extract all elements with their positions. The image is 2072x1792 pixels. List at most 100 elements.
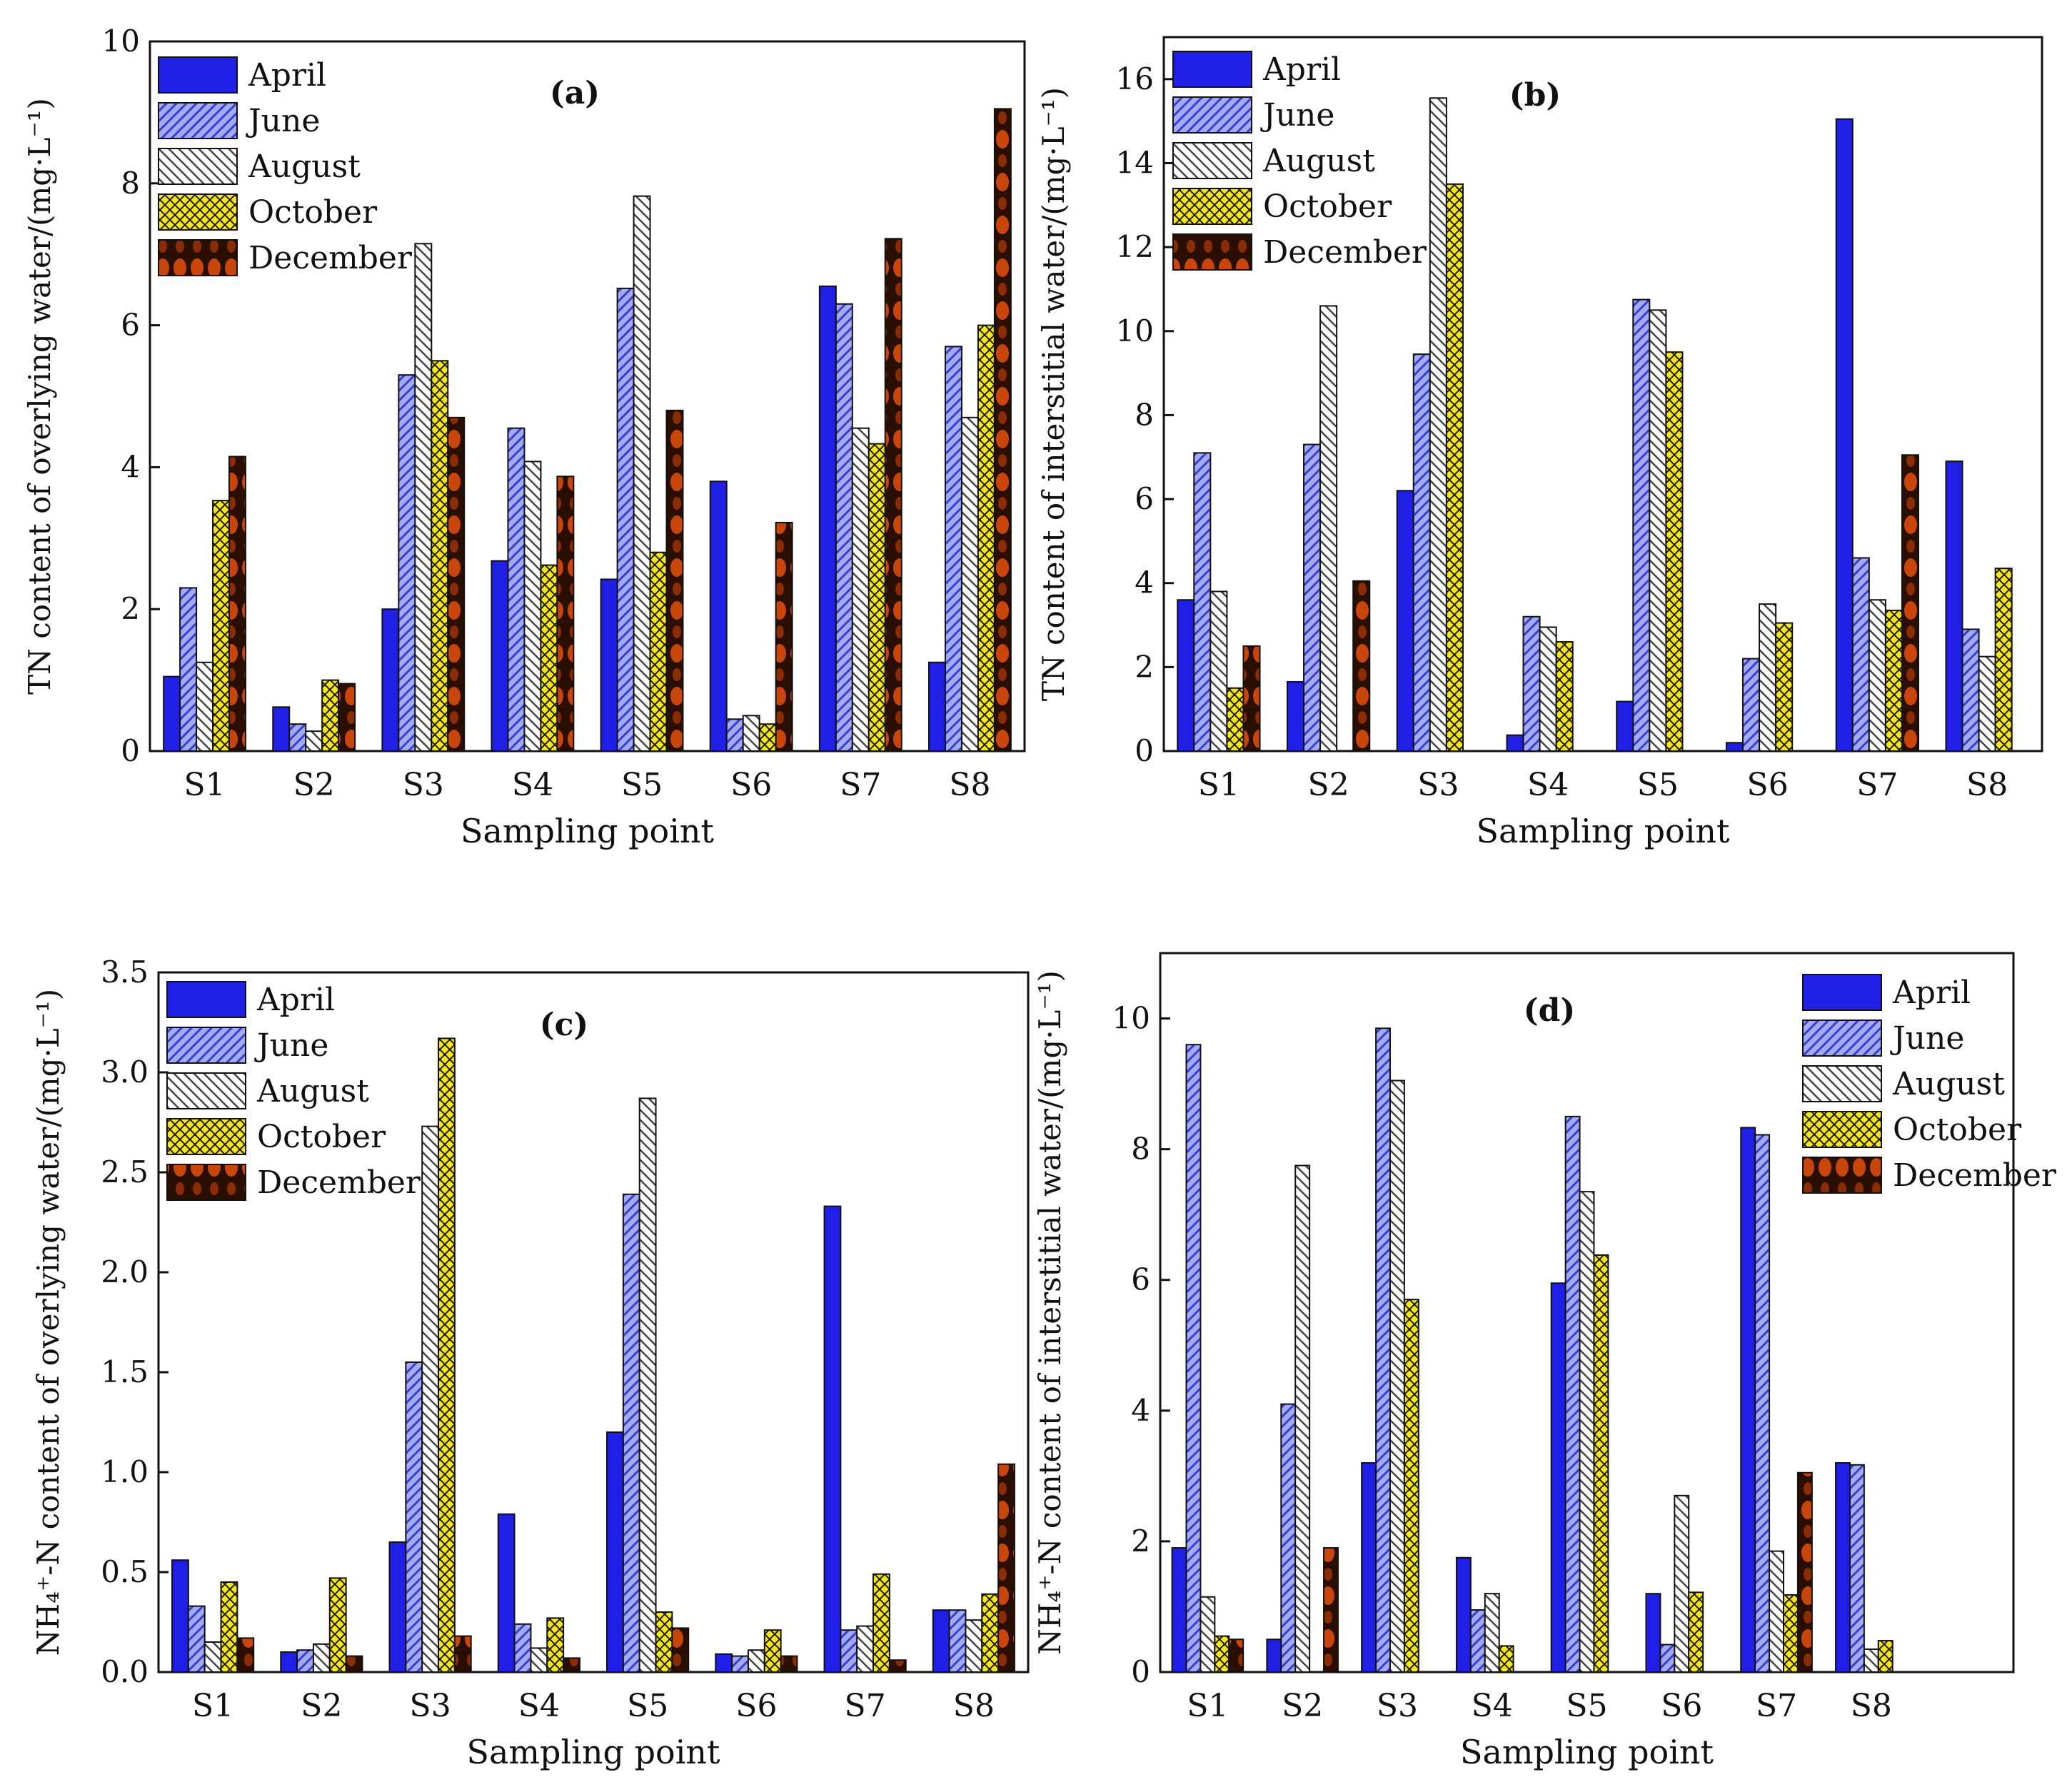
bar-october-s1 — [220, 1581, 238, 1673]
bar-august-s4 — [530, 1647, 548, 1673]
x-tick-label: S3 — [1417, 767, 1459, 803]
bar-october-s5 — [655, 1611, 673, 1673]
legend: April June August October December — [1802, 974, 2057, 1194]
bar-october-s3 — [438, 1037, 456, 1673]
x-tick-label: S8 — [953, 1688, 995, 1724]
bar-october-s7 — [867, 443, 886, 752]
bar-june-s1 — [1193, 452, 1212, 752]
bar-april-s8 — [1835, 1462, 1851, 1673]
legend-label-december: December — [1263, 234, 1427, 271]
bar-october-s3 — [1445, 183, 1464, 752]
panel-label: (c) — [540, 1007, 588, 1043]
bar-december-s7 — [884, 238, 902, 752]
bar-april-s8 — [1945, 460, 1963, 752]
x-tick-label: S7 — [845, 1688, 886, 1724]
bar-october-s3 — [431, 360, 449, 752]
bar-april-s2 — [280, 1651, 298, 1673]
legend-label-august: August — [1892, 1066, 2005, 1102]
legend: April June August October December — [158, 56, 413, 276]
legend-swatch-august — [1172, 142, 1252, 179]
bar-june-s5 — [1564, 1115, 1581, 1673]
x-tick-label: S1 — [192, 1688, 233, 1724]
bar-october-s7 — [1884, 609, 1903, 752]
bar-august-s7 — [856, 1625, 875, 1673]
bar-december-s3 — [447, 416, 466, 752]
bar-october-s8 — [977, 324, 995, 752]
y-tick-label: 10 — [1112, 1001, 1150, 1036]
bar-april-s6 — [709, 480, 728, 752]
panel-c: 0.0 0.5 1.0 1.5 2.0 2.5 3.0 3.5 S1 S2 S3 S4 S5 S6 S7 S8… — [31, 955, 1030, 1771]
bar-august-s7 — [851, 427, 870, 752]
y-tick-label: 12 — [1116, 229, 1154, 264]
y-tick-label: 0.5 — [101, 1554, 149, 1589]
bar-april-s3 — [388, 1541, 407, 1673]
y-tick-label: 4 — [1135, 565, 1154, 600]
legend-label-december: December — [257, 1164, 421, 1201]
bar-june-s8 — [944, 346, 962, 752]
legend-label-april: April — [1262, 51, 1341, 88]
bar-june-s7 — [840, 1629, 858, 1673]
bar-june-s4 — [1469, 1609, 1486, 1673]
y-tick-label: 4 — [121, 449, 140, 484]
bar-june-s1 — [187, 1605, 206, 1673]
x-tick-label: S8 — [1966, 767, 2008, 803]
bar-august-s6 — [742, 715, 760, 752]
bar-april-s8 — [928, 661, 946, 752]
bar-december-s4 — [563, 1657, 580, 1673]
bar-october-s5 — [1593, 1254, 1609, 1673]
bar-december-s6 — [780, 1655, 798, 1673]
y-tick-label: 2.0 — [101, 1254, 149, 1289]
bar-august-s1 — [203, 1641, 222, 1673]
bar-april-s4 — [1506, 734, 1524, 752]
bar-october-s7 — [872, 1573, 890, 1673]
bar-april-s7 — [1740, 1127, 1756, 1673]
bar-august-s3 — [414, 243, 433, 752]
bar-august-s7 — [1769, 1550, 1785, 1673]
panel-label: (d) — [1524, 992, 1575, 1029]
x-axis-label: Sampling point — [1460, 1733, 1714, 1771]
x-tick-label: S6 — [730, 767, 772, 803]
bar-august-s8 — [965, 1619, 983, 1673]
x-tick-label: S5 — [627, 1688, 668, 1724]
bar-june-s3 — [405, 1361, 423, 1673]
bar-august-s6 — [1674, 1494, 1690, 1673]
y-tick-label: 2 — [121, 591, 140, 626]
bar-december-s2 — [1323, 1547, 1339, 1673]
bar-august-s5 — [1649, 309, 1667, 752]
panel-b: 0 2 4 6 8 10 12 14 16 S1 S2 S3 S4 S5 S6 S7 S8 Sampling po… — [1036, 36, 2043, 850]
bar-june-s5 — [1632, 298, 1651, 752]
legend-label-october: October — [1263, 188, 1392, 225]
legend-swatch-august — [166, 1072, 246, 1109]
y-tick-label: 1.5 — [101, 1354, 149, 1389]
bar-june-s3 — [1375, 1027, 1391, 1673]
legend-label-june: June — [1890, 1020, 1964, 1057]
bar-october-s6 — [758, 723, 777, 752]
legend-swatch-june — [158, 102, 238, 139]
x-tick-label: S1 — [1198, 767, 1239, 803]
bar-december-s2 — [338, 683, 356, 752]
legend-label-october: October — [1893, 1112, 2022, 1148]
legend-swatch-june — [1172, 96, 1252, 134]
x-tick-label: S1 — [183, 767, 225, 803]
bar-june-s2 — [288, 723, 307, 752]
x-tick-label: S6 — [1747, 767, 1789, 803]
x-tick-label: S8 — [1851, 1688, 1892, 1724]
bar-august-s7 — [1868, 599, 1886, 752]
bar-august-s2 — [305, 730, 323, 752]
bar-april-s1 — [171, 1559, 189, 1673]
legend-swatch-april — [1172, 51, 1252, 88]
x-tick-label: S5 — [1637, 767, 1679, 803]
bar-april-s6 — [715, 1653, 733, 1673]
y-tick-label: 8 — [1135, 397, 1154, 432]
legend-label-october: October — [257, 1119, 386, 1155]
y-tick-label: 2 — [1135, 649, 1154, 684]
bar-october-s2 — [328, 1577, 347, 1673]
legend-label-october: October — [248, 194, 378, 231]
bar-august-s8 — [960, 416, 979, 752]
bar-april-s3 — [1396, 490, 1414, 752]
bar-april-s7 — [823, 1205, 842, 1673]
legend-label-december: December — [248, 240, 413, 276]
bar-august-s2 — [312, 1643, 331, 1673]
x-tick-label: S3 — [1377, 1688, 1418, 1724]
y-tick-label: 16 — [1116, 61, 1154, 96]
